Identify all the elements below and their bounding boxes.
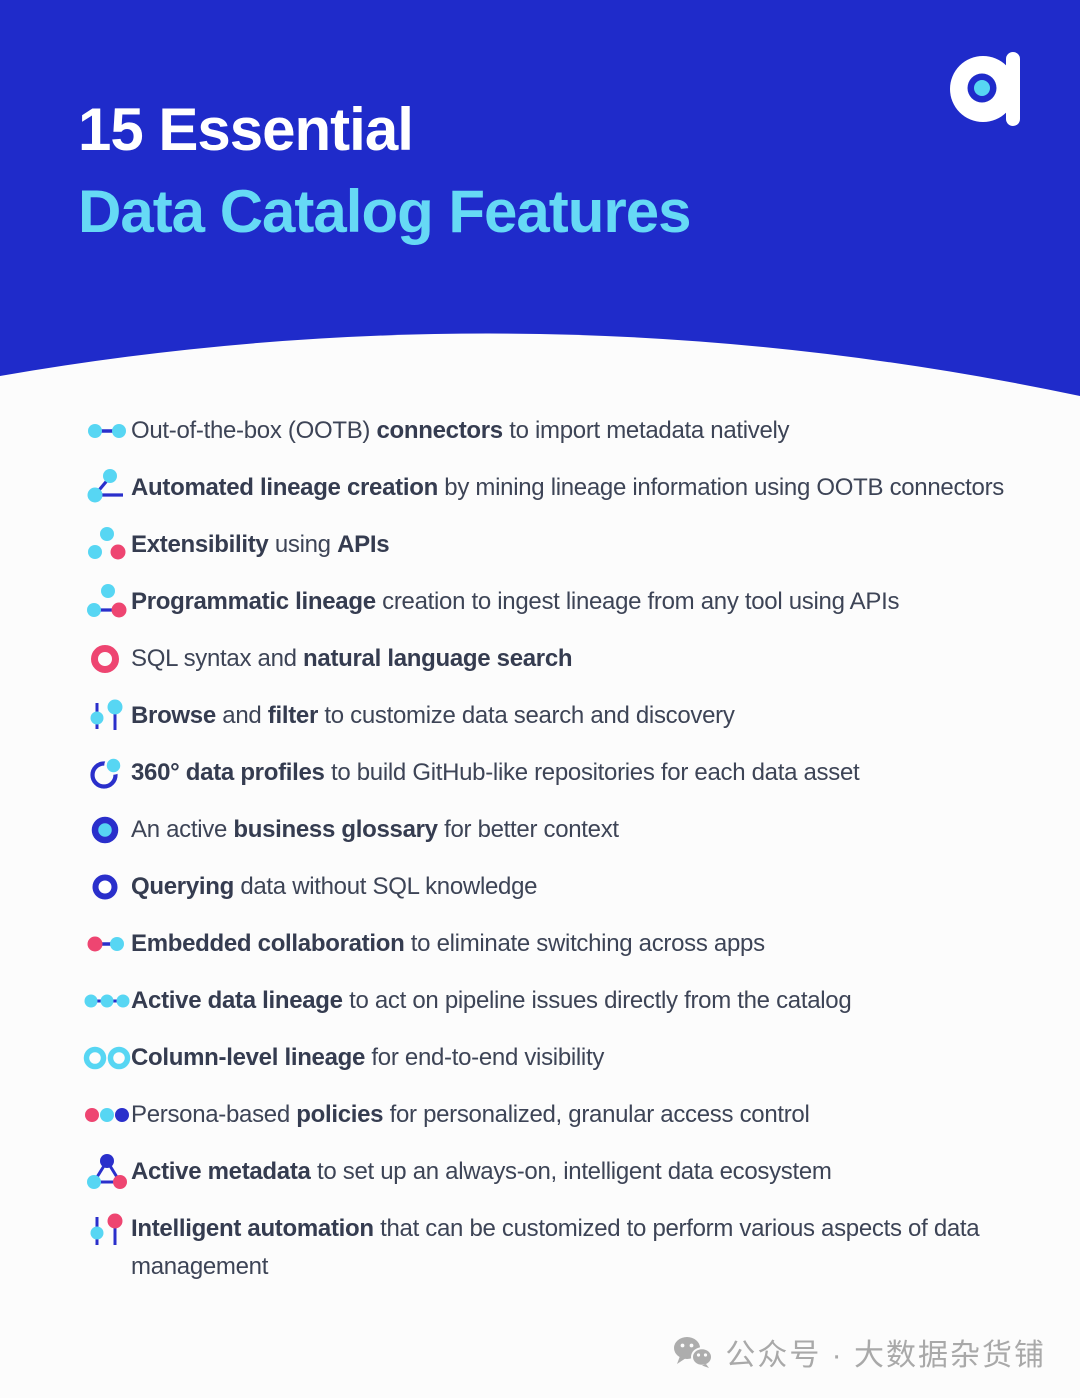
feature-text: An active business glossary for better c… xyxy=(131,816,619,843)
ootb-connectors-icon xyxy=(83,411,131,451)
feature-row: An active business glossary for better c… xyxy=(83,811,1050,850)
policies-icon xyxy=(83,1095,131,1135)
feature-text: Embedded collaboration to eliminate swit… xyxy=(131,930,765,957)
active-lineage-icon xyxy=(83,981,131,1021)
watermark: 公众号 · 大数据杂货铺 xyxy=(673,1330,1046,1374)
curve-divider xyxy=(0,333,1080,401)
feature-row: Out-of-the-box (OOTB) connectors to impo… xyxy=(83,412,1050,451)
feature-row: Intelligent automation that can be custo… xyxy=(83,1210,1050,1286)
feature-text: SQL syntax and natural language search xyxy=(131,645,573,672)
querying-icon xyxy=(83,867,131,907)
browse-filter-icon xyxy=(83,696,131,736)
feature-text: Active data lineage to act on pipeline i… xyxy=(131,987,852,1014)
active-metadata-icon xyxy=(83,1152,131,1192)
feature-text: Out-of-the-box (OOTB) connectors to impo… xyxy=(131,417,790,444)
feature-text: Querying data without SQL knowledge xyxy=(131,873,538,900)
data-profile-icon xyxy=(83,753,131,793)
feature-row: Browse and filter to customize data sear… xyxy=(83,697,1050,736)
glossary-icon xyxy=(83,810,131,850)
extensibility-icon xyxy=(83,525,131,565)
feature-row: Persona-based policies for personalized,… xyxy=(83,1096,1050,1135)
feature-row: SQL syntax and natural language search xyxy=(83,640,1050,679)
feature-row: Active metadata to set up an always-on, … xyxy=(83,1153,1050,1192)
feature-text: Persona-based policies for personalized,… xyxy=(131,1101,810,1128)
feature-text: Programmatic lineage creation to ingest … xyxy=(131,588,900,615)
programmatic-lineage-icon xyxy=(83,582,131,622)
search-ring-icon xyxy=(83,639,131,679)
column-lineage-icon xyxy=(83,1038,131,1078)
feature-row: 360° data profiles to build GitHub-like … xyxy=(83,754,1050,793)
title-line1: 15 Essential xyxy=(78,96,414,163)
feature-row: Programmatic lineage creation to ingest … xyxy=(83,583,1050,622)
feature-text: Browse and filter to customize data sear… xyxy=(131,702,735,729)
feature-text: Intelligent automation that can be custo… xyxy=(131,1215,980,1280)
feature-row: Automated lineage creation by mining lin… xyxy=(83,469,1050,508)
feature-row: Column-level lineage for end-to-end visi… xyxy=(83,1039,1050,1078)
automation-icon xyxy=(83,1209,131,1249)
feature-text: Extensibility using APIs xyxy=(131,531,390,558)
watermark-text: 公众号 · 大数据杂货铺 xyxy=(725,1339,1046,1372)
title-line2: Data Catalog Features xyxy=(78,178,692,245)
atlan-a-icon xyxy=(950,52,1020,126)
feature-text: Automated lineage creation by mining lin… xyxy=(131,474,1004,501)
feature-list: Out-of-the-box (OOTB) connectors to impo… xyxy=(0,400,1080,1286)
automated-lineage-icon xyxy=(83,468,131,508)
wechat-icon xyxy=(673,1336,714,1368)
feature-row: Querying data without SQL knowledge xyxy=(83,868,1050,907)
feature-text: 360° data profiles to build GitHub-like … xyxy=(131,759,860,786)
feature-row: Embedded collaboration to eliminate swit… xyxy=(83,925,1050,964)
collaboration-icon xyxy=(83,924,131,964)
feature-text: Active metadata to set up an always-on, … xyxy=(131,1158,832,1185)
feature-text: Column-level lineage for end-to-end visi… xyxy=(131,1044,605,1071)
hero-header: 15 Essential Data Catalog Features xyxy=(0,0,1080,401)
feature-row: Extensibility using APIs xyxy=(83,526,1050,565)
feature-row: Active data lineage to act on pipeline i… xyxy=(83,982,1050,1021)
page-title: 15 Essential Data Catalog Features xyxy=(0,0,1080,242)
atlan-logo xyxy=(950,52,1020,126)
